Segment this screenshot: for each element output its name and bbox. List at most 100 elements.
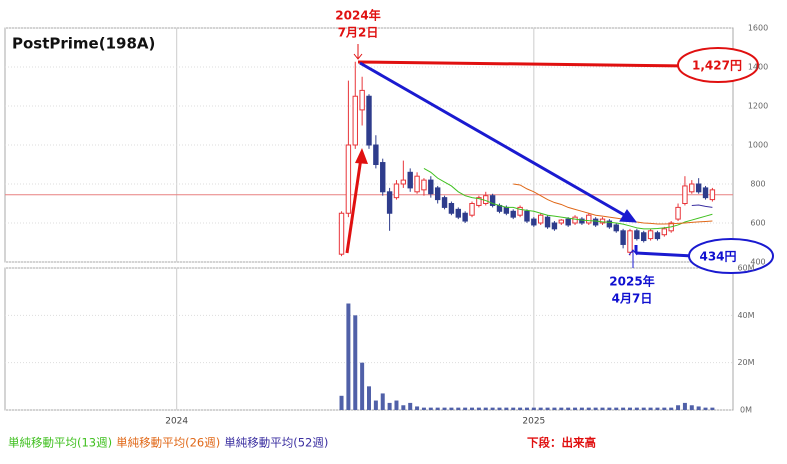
candle-body (695, 183, 702, 193)
candle-body (414, 175, 420, 193)
candle-body (503, 206, 510, 214)
volume-bar (586, 407, 591, 410)
annotation-text: 434円 (699, 250, 736, 264)
y-tick-label: 60M (737, 264, 754, 273)
annotation-arrow (359, 61, 627, 218)
volume-bar (435, 407, 440, 410)
x-tick-label: 2025 (522, 417, 545, 427)
y-tick-label: 20M (737, 358, 754, 367)
y-tick-label: 600 (750, 219, 765, 228)
volume-bar (470, 407, 475, 410)
volume-bar (490, 407, 495, 410)
legend-entry: 単純移動平均(26週) (116, 436, 220, 450)
candle-body (510, 210, 516, 218)
arrow-head (619, 209, 638, 223)
volume-bar (689, 405, 694, 410)
candle-body (386, 191, 393, 214)
candle-body (551, 222, 558, 230)
volume-bar (497, 407, 502, 410)
volume-bar (456, 407, 461, 410)
candle-body (661, 228, 668, 236)
volume-bar (518, 407, 523, 410)
y-tick-label: 1000 (748, 141, 768, 150)
volume-bar (421, 407, 426, 410)
legend-entry: 単純移動平均(13週) (8, 436, 112, 450)
candle-body (627, 230, 633, 253)
volume-bar (504, 407, 509, 410)
volume-bar (353, 315, 358, 410)
volume-bar (552, 407, 557, 410)
annotation-text: 1,427円 (692, 59, 742, 73)
y-tick-label: 400 (750, 258, 765, 267)
legend-entry: 単純移動平均(52週) (224, 436, 328, 450)
volume-bar (634, 407, 639, 410)
volume-bar (442, 407, 447, 410)
candle-body (586, 214, 592, 224)
candle-body (469, 203, 475, 216)
volume-bar (676, 405, 681, 410)
candle-body (400, 179, 407, 185)
candle-body (380, 162, 386, 193)
candle-body (682, 185, 688, 204)
volume-bar (669, 407, 674, 410)
annotation-line (635, 251, 694, 258)
volume-bar (538, 407, 543, 410)
volume-bar (380, 393, 385, 410)
candle-body (373, 144, 379, 165)
candle-body (338, 212, 345, 255)
annotation-text: 2025年 (609, 274, 654, 289)
candle-body (620, 230, 626, 245)
annotation-text: 7月2日 (338, 26, 379, 40)
candle-body (565, 218, 571, 226)
volume-bar (545, 407, 550, 410)
volume-bar (648, 407, 653, 410)
candle-body (517, 206, 523, 216)
y-tick-label: 40M (737, 311, 754, 320)
volume-bar (476, 407, 481, 410)
candle-body (572, 216, 578, 224)
candle-body (434, 187, 441, 201)
callout-ellipse (677, 47, 759, 83)
volume-bar (696, 406, 701, 410)
candle-body (476, 197, 482, 206)
candle-body (544, 216, 551, 228)
volume-bar (621, 407, 626, 410)
volume-bar (394, 400, 399, 410)
volume-bar (593, 407, 598, 410)
volume-bar (682, 402, 687, 410)
volume-bar (408, 402, 413, 410)
candle-body (441, 197, 448, 208)
ma-line (691, 204, 713, 208)
volume-bar (387, 402, 392, 410)
volume-bar (401, 405, 406, 410)
candle-body (592, 218, 599, 226)
candle-body (448, 203, 455, 214)
volume-bar (428, 407, 433, 410)
volume-bar (373, 400, 378, 410)
x-tick-label: 2024 (165, 417, 188, 427)
candle-body (606, 220, 613, 228)
candle-body (462, 212, 468, 222)
candle-body (359, 89, 365, 111)
pointer-head (353, 53, 363, 60)
candle-body (489, 195, 496, 206)
y-tick-label: 1600 (748, 24, 768, 33)
volume-bar (600, 407, 605, 410)
annotation-text: 2024年 (335, 8, 380, 23)
ma-line (513, 183, 713, 225)
candle-body (709, 189, 716, 201)
annotation-line (357, 60, 691, 68)
volume-bar (415, 406, 420, 410)
volume-bar (524, 407, 529, 410)
annotation-text: 4月7日 (612, 292, 653, 306)
chart-title: PostPrime(198A) (12, 35, 155, 53)
volume-bar (367, 386, 371, 410)
candle-body (455, 208, 461, 218)
candle-body (537, 214, 544, 224)
candle-body (558, 219, 565, 224)
candle-body (702, 187, 709, 199)
note: 下段：出来高 (527, 436, 596, 450)
y-tick-label: 1200 (748, 102, 768, 111)
volume-bar (607, 407, 612, 410)
